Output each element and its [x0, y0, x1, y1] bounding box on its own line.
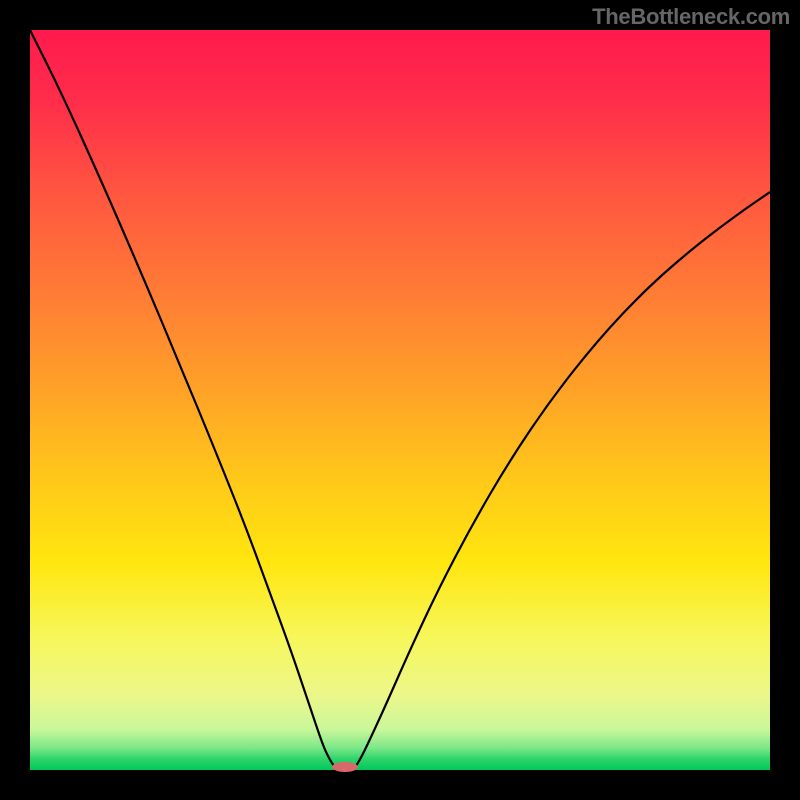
watermark-text: TheBottleneck.com	[592, 4, 790, 30]
chart-svg	[0, 0, 800, 800]
bottleneck-chart	[0, 0, 800, 800]
optimal-point-marker	[332, 762, 358, 772]
plot-background	[30, 30, 770, 770]
